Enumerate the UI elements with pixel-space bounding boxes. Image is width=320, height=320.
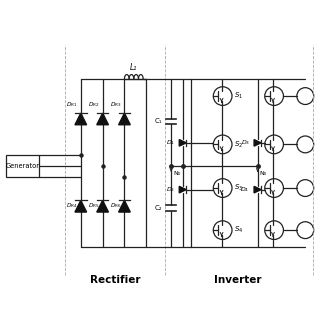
Text: Inverter: Inverter [214, 275, 262, 285]
Text: C₁: C₁ [155, 118, 163, 124]
Text: Rectifier: Rectifier [90, 275, 140, 285]
Text: $D_4$: $D_4$ [240, 185, 250, 194]
Polygon shape [97, 113, 108, 125]
Text: $S_4$: $S_4$ [234, 225, 243, 235]
Text: Generator: Generator [5, 163, 39, 169]
Text: $S_1$: $S_1$ [234, 91, 243, 101]
Polygon shape [179, 140, 186, 146]
Text: $S_3$: $S_3$ [234, 183, 243, 193]
Text: $S_2$: $S_2$ [234, 139, 243, 149]
Polygon shape [75, 113, 87, 125]
Text: $D_2$: $D_2$ [166, 185, 175, 194]
Text: C₂: C₂ [155, 205, 163, 211]
Polygon shape [119, 113, 130, 125]
Text: L₁: L₁ [130, 63, 137, 72]
Polygon shape [254, 140, 261, 146]
Text: N₀: N₀ [260, 171, 267, 176]
Text: $D_{R4}$: $D_{R4}$ [66, 201, 78, 210]
Text: $D_1$: $D_1$ [166, 139, 175, 147]
Text: $D_{R6}$: $D_{R6}$ [110, 201, 122, 210]
Text: $D_{R3}$: $D_{R3}$ [110, 100, 122, 109]
FancyBboxPatch shape [6, 155, 39, 177]
Polygon shape [119, 200, 130, 212]
Polygon shape [75, 200, 87, 212]
Polygon shape [97, 200, 108, 212]
Polygon shape [254, 186, 261, 193]
Text: $D_{R5}$: $D_{R5}$ [88, 201, 100, 210]
Text: N₀: N₀ [173, 171, 180, 176]
Text: $D_{R2}$: $D_{R2}$ [88, 100, 100, 109]
Text: $D_3$: $D_3$ [241, 139, 250, 147]
Polygon shape [179, 186, 186, 193]
Text: $D_{R1}$: $D_{R1}$ [66, 100, 78, 109]
